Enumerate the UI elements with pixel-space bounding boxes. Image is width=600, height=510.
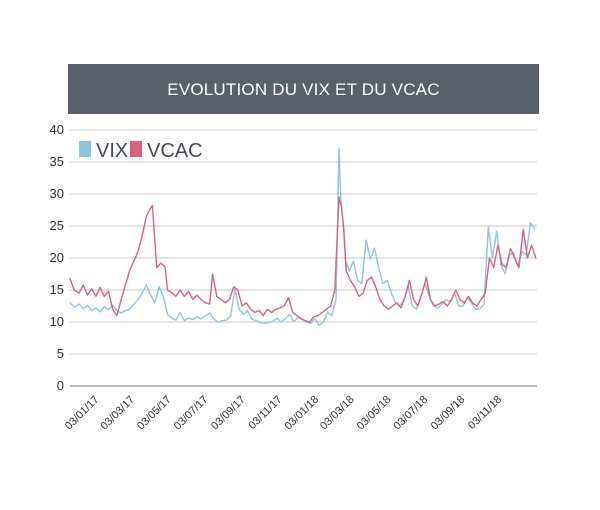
y-tick-label: 5 (57, 346, 64, 361)
x-tick-label: 03/11/18 (466, 394, 504, 432)
y-tick-label: 30 (50, 186, 64, 201)
x-tick-label: 03/05/17 (135, 394, 174, 433)
x-tick-label: 03/09/17 (209, 394, 248, 433)
legend-swatch-vix (79, 141, 91, 157)
series-line-vcac (69, 196, 537, 323)
x-axis-ticks: 03/01/1703/03/1703/05/1703/07/1703/09/17… (63, 394, 504, 433)
x-tick-label: 03/07/18 (391, 394, 430, 433)
series-line-vix (69, 147, 536, 326)
y-tick-label: 40 (50, 122, 64, 137)
x-tick-label: 03/11/17 (246, 394, 284, 432)
title-band (68, 64, 539, 114)
grid (70, 129, 537, 387)
legend-label-vcac: VCAC (147, 140, 203, 162)
y-tick-label: 25 (50, 218, 64, 233)
x-tick-label: 03/09/18 (429, 394, 468, 433)
y-tick-label: 0 (57, 378, 64, 393)
x-tick-label: 03/03/17 (98, 394, 137, 433)
y-tick-label: 20 (50, 250, 64, 265)
y-tick-label: 35 (50, 154, 64, 169)
x-tick-label: 03/01/18 (282, 394, 321, 433)
y-tick-label: 10 (50, 314, 64, 329)
x-tick-label: 03/07/17 (172, 394, 211, 433)
y-axis-ticks: 0 5 10 15 20 25 30 35 40 (50, 122, 64, 393)
x-tick-label: 03/01/17 (63, 394, 102, 433)
y-tick-label: 15 (50, 282, 64, 297)
chart-title: EVOLUTION DU VIX ET DU VCAC (167, 80, 439, 99)
legend-swatch-vcac (130, 141, 142, 157)
x-tick-label: 03/05/18 (355, 394, 394, 433)
x-tick-label: 03/03/18 (318, 394, 357, 433)
legend-label-vix: VIX (96, 140, 128, 162)
legend: VIX VCAC (79, 140, 203, 162)
series-lines (69, 147, 537, 326)
